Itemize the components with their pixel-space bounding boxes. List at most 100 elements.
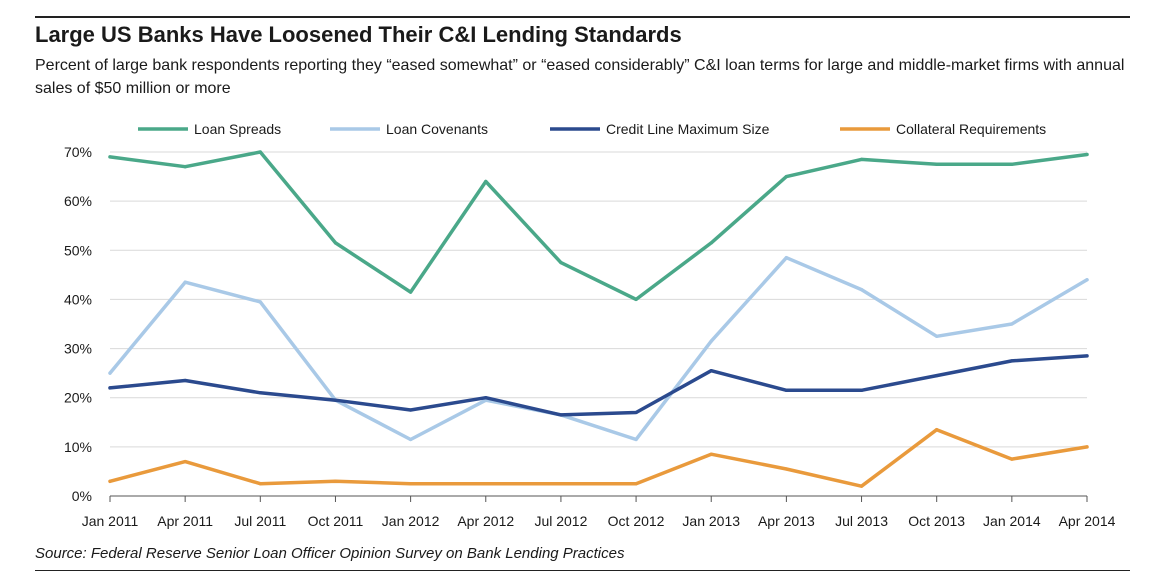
series-2 (108, 354, 1089, 417)
y-tick-label: 60% (64, 193, 92, 209)
data-point (409, 482, 413, 486)
bottom-rule (35, 570, 1130, 571)
data-point (784, 174, 788, 179)
x-tick-label: Jul 2013 (835, 513, 888, 529)
x-tick-label: Jan 2013 (682, 513, 740, 529)
data-point (333, 241, 338, 245)
data-point (859, 157, 864, 161)
chart-gridlines (110, 151, 1087, 448)
data-point (183, 460, 187, 464)
series-line (108, 255, 1089, 442)
data-point (108, 386, 112, 390)
data-point (258, 482, 262, 486)
legend-label: Loan Covenants (386, 121, 488, 137)
y-tick-label: 30% (64, 341, 92, 357)
chart-title: Large US Banks Have Loosened Their C&I L… (35, 22, 682, 47)
data-point (183, 280, 187, 284)
data-point (333, 398, 338, 402)
source-note: Source: Federal Reserve Senior Loan Offi… (35, 545, 625, 562)
data-point (634, 410, 638, 415)
data-point (1010, 457, 1014, 461)
data-point (709, 369, 713, 373)
x-tick-label: Apr 2011 (157, 513, 213, 529)
x-tick-label: Jul 2012 (534, 513, 587, 529)
y-tick-label: 10% (64, 439, 92, 455)
data-point (859, 288, 864, 292)
y-tick-label: 40% (64, 291, 92, 307)
data-point (108, 371, 112, 375)
x-tick-label: Jan 2011 (82, 513, 139, 529)
data-point (709, 339, 713, 343)
data-point (333, 479, 338, 483)
data-point (1085, 445, 1089, 449)
data-point (1010, 162, 1014, 166)
data-point (183, 378, 187, 383)
y-axis-ticks: 0% 10% 20% 30% 40% 50% 60% 70% (64, 144, 92, 504)
data-point (108, 479, 112, 483)
data-point (559, 413, 563, 417)
x-tick-label: Jan 2012 (382, 513, 440, 529)
y-tick-label: 0% (72, 488, 92, 504)
data-point (1085, 152, 1089, 157)
legend-item: Loan Spreads (138, 121, 281, 137)
data-point (258, 300, 262, 304)
data-point (1085, 278, 1089, 282)
chart-legend: Loan Spreads Loan Covenants Credit Line Ma… (138, 121, 1046, 137)
legend-item: Credit Line Maximum Size (550, 121, 770, 137)
data-point (108, 155, 112, 159)
data-point (935, 374, 939, 378)
data-point (409, 408, 413, 412)
data-point (1010, 359, 1014, 363)
data-point (784, 467, 788, 471)
data-point (258, 391, 262, 395)
data-point (559, 260, 563, 265)
x-tick-label: Oct 2012 (608, 513, 665, 529)
legend-label: Loan Spreads (194, 121, 281, 137)
data-point (709, 241, 713, 245)
x-tick-label: Apr 2012 (457, 513, 514, 529)
data-point (634, 297, 638, 302)
data-point (859, 484, 864, 488)
chart-series (108, 150, 1089, 488)
series-3 (108, 427, 1089, 488)
data-point (258, 150, 262, 154)
data-point (859, 388, 864, 392)
top-rule (35, 16, 1130, 18)
legend-label: Credit Line Maximum Size (606, 121, 770, 137)
data-point (559, 482, 563, 486)
data-point (484, 179, 488, 184)
data-point (484, 482, 488, 486)
series-line (108, 427, 1089, 488)
legend-label: Collateral Requirements (896, 121, 1046, 137)
legend-item: Collateral Requirements (840, 121, 1046, 137)
legend-item: Loan Covenants (330, 121, 488, 137)
data-point (784, 388, 788, 392)
x-tick-label: Apr 2014 (1059, 513, 1116, 529)
x-tick-label: Oct 2013 (908, 513, 965, 529)
series-line (108, 150, 1089, 302)
chart-subtitle: Percent of large bank respondents report… (35, 57, 1125, 97)
x-tick-label: Jul 2011 (234, 513, 286, 529)
data-point (709, 452, 713, 456)
data-point (484, 396, 488, 400)
data-point (1010, 322, 1014, 326)
data-point (1085, 354, 1089, 358)
x-axis: Jan 2011 Apr 2011 Jul 2011 Oct 2011 Jan 2012… (82, 495, 1116, 529)
data-point (784, 256, 788, 260)
x-tick-label: Oct 2011 (308, 513, 364, 529)
series-0 (108, 150, 1089, 302)
series-line (108, 354, 1089, 417)
y-tick-label: 20% (64, 390, 92, 406)
data-point (935, 334, 939, 338)
y-tick-label: 50% (64, 242, 92, 258)
data-point (634, 482, 638, 486)
y-tick-label: 70% (64, 144, 92, 160)
data-point (935, 428, 939, 432)
x-tick-label: Jan 2014 (983, 513, 1041, 529)
data-point (935, 162, 939, 166)
data-point (409, 437, 413, 442)
x-tick-label: Apr 2013 (758, 513, 815, 529)
data-point (183, 165, 187, 169)
data-point (409, 290, 413, 294)
